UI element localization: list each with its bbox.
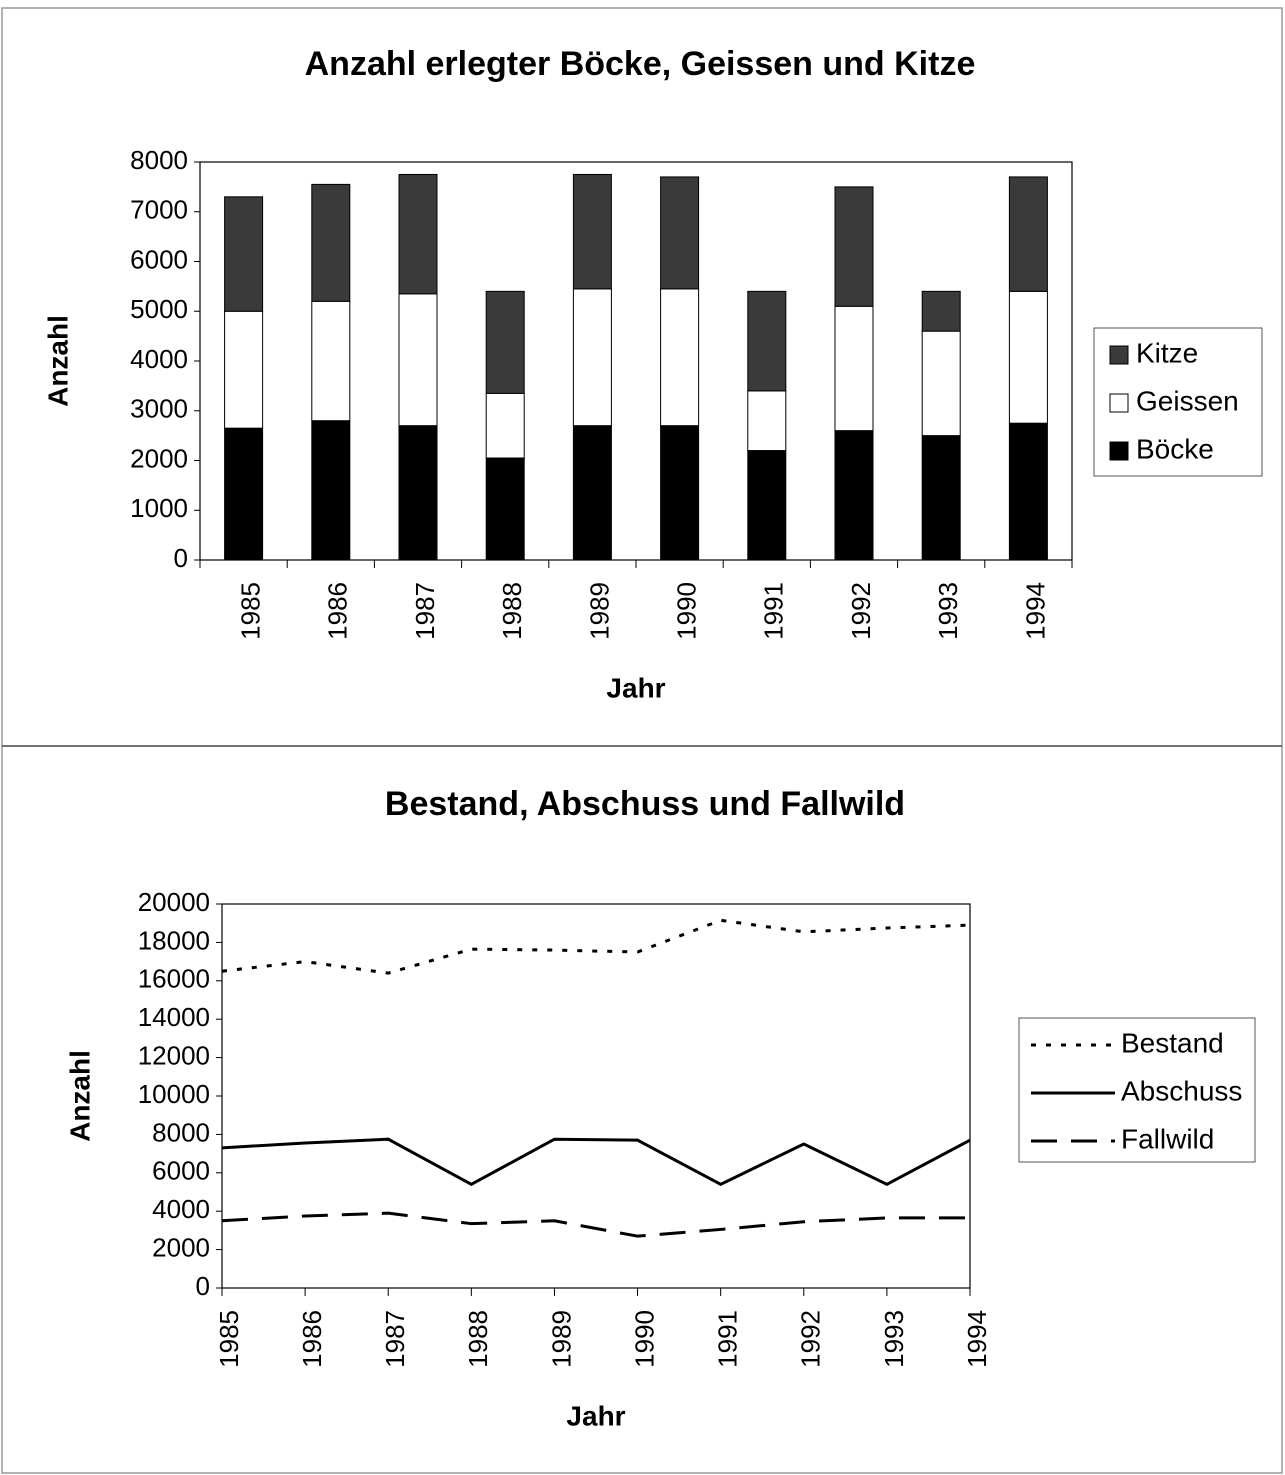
y-tick-label: 2000	[130, 443, 188, 473]
y-tick-label: 6000	[152, 1156, 210, 1186]
legend-label: Kitze	[1136, 337, 1198, 368]
series-line	[221, 1211, 970, 1238]
bar-segment	[1008, 176, 1048, 292]
y-tick-label: 5000	[130, 294, 188, 324]
x-tick-label: 1992	[796, 1310, 826, 1368]
x-tick-label: 1985	[214, 1310, 244, 1368]
y-tick-label: 12000	[138, 1040, 210, 1070]
outer-border	[1, 7, 1283, 1474]
y-tick-label: 4000	[152, 1194, 210, 1224]
x-tick-label: 1994	[962, 1310, 992, 1368]
bar-segment	[572, 425, 612, 561]
bar-segment	[1008, 290, 1048, 424]
x-tick-label: 1991	[713, 1310, 743, 1368]
y-axis-label: Anzahl	[64, 1050, 95, 1142]
y-tick-label: 8000	[152, 1117, 210, 1147]
x-tick-label: 1987	[410, 582, 440, 640]
x-tick-label: 1985	[235, 582, 265, 640]
x-tick-label: 1993	[933, 582, 963, 640]
bar-segment	[660, 425, 700, 561]
x-tick-label: 1987	[380, 1310, 410, 1368]
x-tick-label: 1988	[463, 1310, 493, 1368]
legend-swatch	[1109, 345, 1129, 365]
bar-segment	[834, 186, 874, 307]
x-tick-label: 1989	[584, 582, 614, 640]
x-tick-label: 1991	[759, 582, 789, 640]
x-tick-label: 1986	[297, 1310, 327, 1368]
bar-segment	[311, 183, 351, 302]
bar-segment	[224, 310, 264, 429]
bar-segment	[921, 290, 961, 332]
x-axis-label: Jahr	[566, 1400, 625, 1431]
y-tick-label: 16000	[138, 964, 210, 994]
x-tick-label: 1986	[323, 582, 353, 640]
legend-label: Bestand	[1121, 1027, 1224, 1058]
bar-segment	[572, 173, 612, 290]
y-tick-label: 18000	[138, 925, 210, 955]
x-tick-label: 1993	[879, 1310, 909, 1368]
bar-segment	[224, 196, 264, 312]
bar-segment	[224, 427, 264, 561]
x-axis-label: Jahr	[606, 672, 665, 703]
bar-segment	[311, 420, 351, 561]
legend-box	[1018, 1017, 1256, 1163]
legend-label: Geissen	[1136, 385, 1239, 416]
legend-swatch	[1109, 393, 1129, 413]
bar-segment	[311, 300, 351, 422]
bar-segment	[485, 457, 525, 561]
y-tick-label: 0	[196, 1271, 210, 1301]
x-tick-label: 1990	[629, 1310, 659, 1368]
bar-segment	[1008, 422, 1048, 561]
x-tick-label: 1992	[846, 582, 876, 640]
bar-segment	[747, 390, 787, 452]
y-tick-label: 3000	[130, 394, 188, 424]
bar-segment	[398, 173, 438, 295]
y-tick-label: 2000	[152, 1232, 210, 1262]
y-axis-label: Anzahl	[42, 315, 73, 407]
x-tick-label: 1989	[546, 1310, 576, 1368]
y-tick-label: 0	[174, 543, 188, 573]
bar-segment	[572, 288, 612, 427]
chart-title: Bestand, Abschuss und Fallwild	[385, 785, 905, 823]
x-tick-label: 1994	[1020, 582, 1050, 640]
legend-swatch	[1109, 441, 1129, 461]
bar-segment	[921, 435, 961, 561]
bar-segment	[834, 430, 874, 561]
bar-segment	[398, 425, 438, 561]
bar-segment	[485, 392, 525, 459]
bar-segment	[398, 293, 438, 427]
y-tick-label: 1000	[130, 493, 188, 523]
y-tick-label: 10000	[138, 1079, 210, 1109]
series-line	[221, 918, 971, 975]
chart-title: Anzahl erlegter Böcke, Geissen und Kitze	[305, 45, 976, 83]
x-tick-label: 1988	[497, 582, 527, 640]
y-tick-label: 4000	[130, 344, 188, 374]
bar-segment	[834, 305, 874, 432]
y-tick-label: 6000	[130, 244, 188, 274]
bar-segment	[660, 176, 700, 290]
y-tick-label: 7000	[130, 195, 188, 225]
bar-segment	[747, 290, 787, 392]
legend-label: Fallwild	[1121, 1123, 1214, 1154]
bar-segment	[485, 290, 525, 394]
legend-label: Abschuss	[1121, 1075, 1242, 1106]
bar-segment	[660, 288, 700, 427]
legend-label: Böcke	[1136, 433, 1214, 464]
y-tick-label: 8000	[130, 145, 188, 175]
x-tick-label: 1990	[671, 582, 701, 640]
bar-segment	[747, 450, 787, 561]
bar-segment	[921, 330, 961, 437]
y-tick-label: 20000	[138, 887, 210, 917]
series-line	[221, 1137, 971, 1187]
y-tick-label: 14000	[138, 1002, 210, 1032]
plot-frame	[221, 903, 971, 1289]
